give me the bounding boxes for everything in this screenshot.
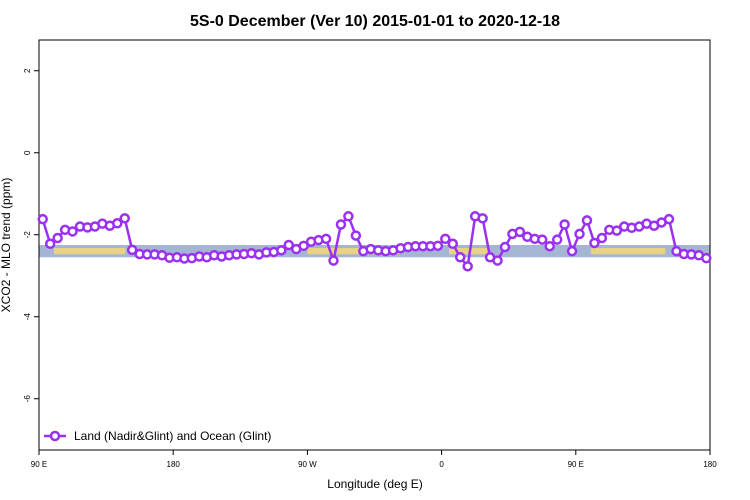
y-tick-label: -6 (23, 395, 32, 403)
data-point (537, 234, 548, 245)
data-point (499, 241, 511, 253)
land-segment (590, 248, 666, 255)
land-segment (53, 248, 126, 255)
data-point (574, 228, 585, 240)
data-point (52, 232, 63, 244)
x-tick-label: 90 W (298, 460, 317, 469)
plot-frame (38, 39, 711, 451)
x-tick-label: 180 (703, 460, 717, 469)
data-point (663, 213, 675, 225)
x-tick-label: 180 (167, 460, 181, 469)
data-point (566, 245, 578, 257)
data-point (298, 240, 309, 252)
data-point (126, 244, 138, 256)
y-axis: 2 0 -2 -4 -6 (23, 68, 39, 402)
chart-title: 5S-0 December (Ver 10) 2015-01-01 to 202… (190, 13, 560, 30)
legend-marker (49, 430, 61, 442)
data-point (328, 255, 339, 266)
data-point (514, 226, 526, 238)
data-point (551, 234, 563, 245)
plot-area (37, 39, 712, 451)
data-point (462, 261, 473, 272)
data-point (37, 213, 48, 225)
y-tick-label: -4 (23, 313, 32, 321)
data-point (44, 238, 56, 250)
data-point (611, 225, 623, 236)
data-point (112, 218, 123, 229)
data-point (276, 245, 287, 256)
data-point (432, 240, 444, 252)
y-tick-label: -2 (23, 231, 32, 239)
data-point (581, 215, 593, 226)
x-axis-label: Longitude (deg E) (327, 477, 422, 491)
x-tick-label: 90 E (31, 460, 47, 469)
data-point (559, 219, 570, 230)
x-tick-label: 0 (439, 460, 444, 469)
legend: Land (Nadir&Glint) and Ocean (Glint) (44, 429, 271, 443)
data-point (596, 232, 608, 244)
y-tick-label: 0 (23, 150, 32, 155)
data-point (447, 238, 459, 250)
data-point (492, 255, 503, 266)
data-point (67, 226, 78, 237)
y-axis-label: XCO2 - MLO trend (ppm) (0, 178, 13, 313)
data-point (440, 233, 451, 245)
x-axis: 90 E 180 90 W 0 90 E 180 (31, 450, 717, 469)
data-point (343, 211, 354, 222)
data-point (544, 240, 555, 252)
data-point (701, 252, 712, 264)
land-segment (307, 248, 360, 255)
y-tick-label: 2 (23, 68, 32, 73)
data-point (477, 213, 488, 224)
data-point (335, 219, 347, 230)
data-point (119, 213, 130, 224)
data-point (283, 239, 295, 251)
series-line (41, 213, 707, 270)
legend-label: Land (Nadir&Glint) and Ocean (Glint) (74, 429, 271, 443)
data-point (320, 233, 332, 245)
x-tick-label: 90 E (568, 460, 584, 469)
data-point (454, 252, 466, 263)
data-point (589, 237, 600, 249)
data-point (350, 230, 362, 241)
